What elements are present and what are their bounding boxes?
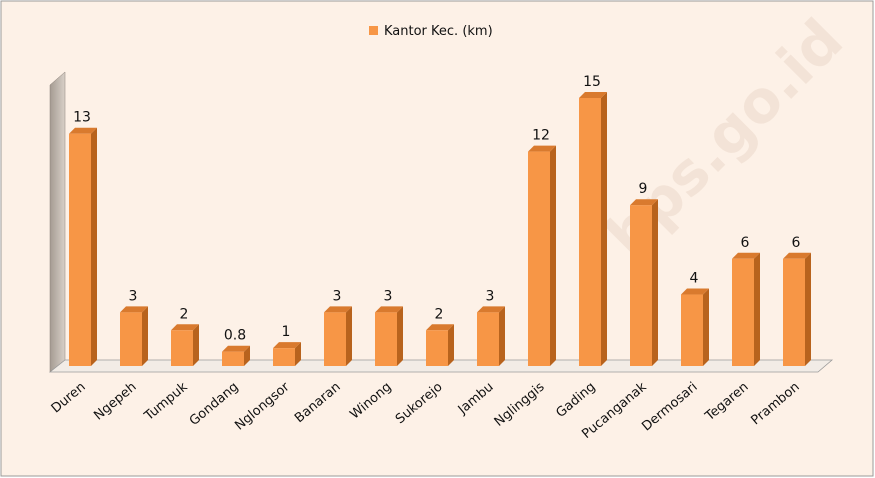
bar-face — [703, 288, 709, 366]
data-label: 6 — [792, 235, 801, 251]
data-label: 9 — [639, 181, 648, 197]
bar-front — [69, 133, 91, 366]
bar-face — [601, 92, 607, 366]
bar-face — [783, 252, 811, 259]
bar-front — [426, 330, 448, 366]
bar — [477, 306, 505, 366]
bar-face — [805, 252, 811, 366]
bar-front — [681, 294, 703, 366]
bar-face — [681, 288, 709, 295]
bar-face — [426, 324, 454, 331]
bar-front — [732, 258, 754, 366]
data-label: 6 — [741, 235, 750, 251]
bar — [120, 306, 148, 366]
bar-face — [375, 306, 403, 313]
data-label: 15 — [583, 74, 601, 90]
bar-face — [171, 324, 199, 331]
bar-face — [397, 306, 403, 366]
bar-front — [171, 330, 193, 366]
bar — [171, 324, 199, 366]
bar-face — [732, 252, 760, 259]
bar-face — [324, 306, 352, 313]
bar-face — [69, 127, 97, 134]
legend-label: Kantor Kec. (km) — [384, 24, 493, 39]
data-label: 3 — [129, 288, 138, 304]
bar-face — [222, 345, 250, 352]
bar-front — [477, 312, 499, 366]
bar — [579, 92, 607, 366]
data-label: 3 — [333, 288, 342, 304]
bar — [426, 324, 454, 366]
bar — [681, 288, 709, 366]
bar-face — [550, 145, 556, 366]
bar-front — [528, 151, 550, 366]
bar-front — [783, 258, 805, 366]
data-label: 2 — [435, 306, 444, 322]
bar-face — [273, 342, 301, 349]
data-label: 1 — [282, 324, 291, 340]
bar-front — [324, 312, 346, 366]
bar-face — [499, 306, 505, 366]
bar-front — [120, 312, 142, 366]
bar — [732, 252, 760, 366]
bar-face — [652, 199, 658, 366]
bar-front — [222, 351, 244, 366]
data-label: 3 — [384, 288, 393, 304]
bar-front — [375, 312, 397, 366]
legend-swatch — [369, 26, 378, 35]
bar-front — [273, 348, 295, 366]
bar-front — [579, 98, 601, 366]
bar-face — [346, 306, 352, 366]
bar-face — [142, 306, 148, 366]
bar-face — [448, 324, 454, 366]
bar-face — [244, 345, 250, 366]
bar-front — [630, 205, 652, 366]
bar-face — [120, 306, 148, 313]
data-label: 13 — [73, 110, 91, 126]
bar — [273, 342, 301, 366]
data-label: 0.8 — [224, 328, 246, 344]
bar — [783, 252, 811, 366]
bar-face — [91, 127, 97, 366]
bar-face — [579, 92, 607, 98]
data-label: 4 — [690, 271, 699, 287]
data-label: 2 — [180, 306, 189, 322]
bar — [222, 345, 250, 366]
bar-face — [193, 324, 199, 366]
bar-face — [630, 199, 658, 206]
bar-face — [754, 252, 760, 366]
back-wall — [49, 71, 66, 373]
bar — [630, 199, 658, 366]
bar — [324, 306, 352, 366]
bar-face — [528, 145, 556, 152]
bar — [375, 306, 403, 366]
bar-face — [295, 342, 301, 366]
bar — [528, 145, 556, 366]
bar — [69, 127, 97, 366]
bar-face — [477, 306, 505, 313]
data-label: 12 — [532, 128, 550, 144]
data-label: 3 — [486, 288, 495, 304]
